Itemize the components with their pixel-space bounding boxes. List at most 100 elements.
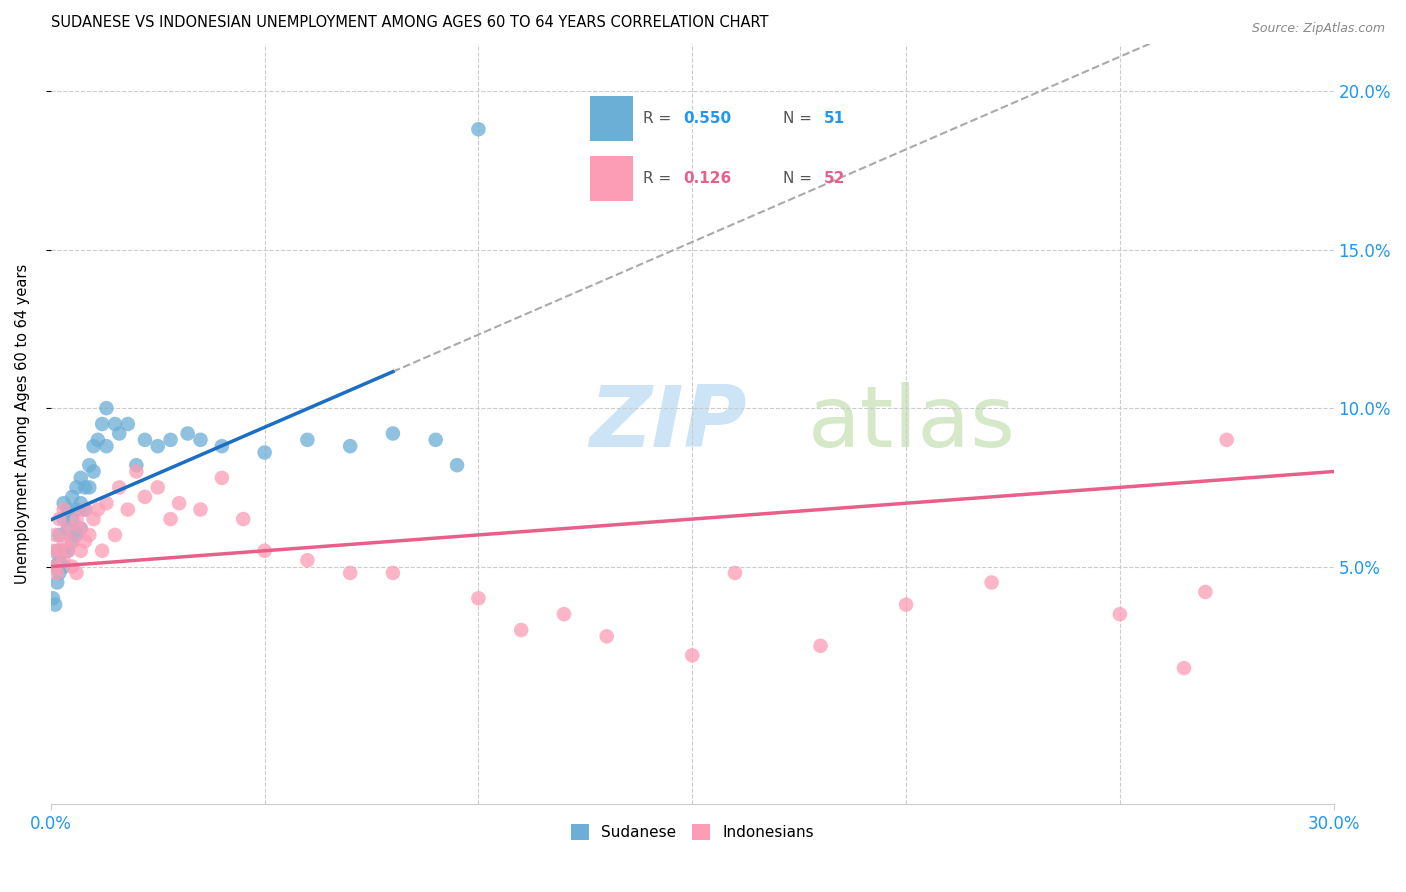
Point	[60, 534, 83, 549]
Point	[381, 426, 404, 441]
Point	[65, 502, 87, 516]
Point	[56, 543, 79, 558]
Point	[52, 553, 75, 567]
Point	[117, 502, 139, 516]
Point	[446, 458, 468, 473]
Point	[60, 534, 83, 549]
Point	[48, 512, 70, 526]
Point	[211, 439, 233, 453]
Point	[96, 439, 118, 453]
Point	[56, 522, 79, 536]
Point	[48, 553, 70, 567]
Point	[69, 522, 91, 536]
Point	[425, 433, 447, 447]
Text: atlas: atlas	[807, 383, 1015, 466]
Point	[46, 543, 69, 558]
Point	[52, 543, 75, 558]
Point	[894, 598, 917, 612]
Point	[52, 512, 75, 526]
Point	[65, 512, 87, 526]
Point	[167, 496, 190, 510]
Point	[211, 471, 233, 485]
Point	[980, 575, 1002, 590]
Point	[52, 559, 75, 574]
Point	[79, 528, 101, 542]
Point	[297, 553, 319, 567]
Point	[1108, 607, 1130, 622]
Point	[297, 433, 319, 447]
Point	[69, 522, 91, 536]
Point	[596, 629, 619, 643]
Point	[810, 639, 832, 653]
Point	[125, 458, 148, 473]
Point	[65, 528, 87, 542]
Point	[1194, 585, 1216, 599]
Point	[44, 559, 66, 574]
Point	[52, 502, 75, 516]
Point	[60, 490, 83, 504]
Point	[159, 512, 181, 526]
Point	[190, 433, 212, 447]
Point	[65, 480, 87, 494]
Text: SUDANESE VS INDONESIAN UNEMPLOYMENT AMONG AGES 60 TO 64 YEARS CORRELATION CHART: SUDANESE VS INDONESIAN UNEMPLOYMENT AMON…	[51, 15, 768, 30]
Point	[83, 465, 105, 479]
Point	[91, 417, 114, 431]
Point	[87, 502, 110, 516]
Point	[79, 480, 101, 494]
Point	[339, 439, 361, 453]
Point	[232, 512, 254, 526]
Point	[48, 566, 70, 580]
Point	[42, 591, 65, 606]
Point	[60, 559, 83, 574]
Point	[190, 502, 212, 516]
Point	[56, 502, 79, 516]
Point	[46, 566, 69, 580]
Point	[134, 433, 156, 447]
Point	[65, 566, 87, 580]
Legend: Sudanese, Indonesians: Sudanese, Indonesians	[565, 818, 820, 847]
Point	[73, 534, 96, 549]
Point	[146, 480, 169, 494]
Text: Source: ZipAtlas.com: Source: ZipAtlas.com	[1251, 22, 1385, 36]
Point	[96, 401, 118, 416]
Point	[253, 445, 276, 459]
Point	[56, 522, 79, 536]
Point	[83, 439, 105, 453]
Point	[79, 458, 101, 473]
Point	[42, 543, 65, 558]
Point	[125, 465, 148, 479]
Point	[467, 591, 489, 606]
Point	[553, 607, 575, 622]
Point	[1216, 433, 1239, 447]
Point	[510, 623, 533, 637]
Point	[104, 417, 127, 431]
Point	[83, 512, 105, 526]
Point	[56, 543, 79, 558]
Point	[44, 528, 66, 542]
Point	[159, 433, 181, 447]
Text: ZIP: ZIP	[589, 383, 747, 466]
Point	[96, 496, 118, 510]
Point	[73, 480, 96, 494]
Point	[87, 433, 110, 447]
Point	[134, 490, 156, 504]
Point	[69, 543, 91, 558]
Point	[104, 528, 127, 542]
Point	[52, 496, 75, 510]
Point	[69, 471, 91, 485]
Point	[176, 426, 198, 441]
Point	[253, 543, 276, 558]
Point	[73, 502, 96, 516]
Point	[48, 543, 70, 558]
Point	[44, 559, 66, 574]
Point	[467, 122, 489, 136]
Point	[146, 439, 169, 453]
Point	[108, 480, 131, 494]
Point	[1173, 661, 1195, 675]
Point	[52, 534, 75, 549]
Point	[108, 426, 131, 441]
Point	[681, 648, 703, 663]
Point	[73, 502, 96, 516]
Point	[91, 543, 114, 558]
Point	[48, 528, 70, 542]
